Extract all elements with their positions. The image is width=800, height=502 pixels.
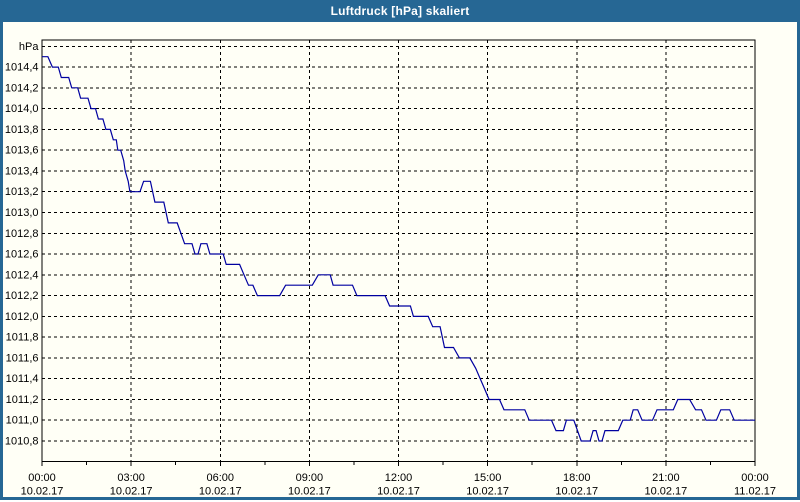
x-tick-date-label: 10.02.17 [466,486,509,498]
y-tick-label: 1014,4 [5,62,39,74]
window-titlebar: Luftdruck [hPa] skaliert [0,0,800,22]
y-axis-unit-label: hPa [19,41,39,53]
pressure-series-line [42,56,755,442]
y-tick-label: 1013,0 [5,207,39,219]
x-tick-date-label: 10.02.17 [288,486,331,498]
x-tick-time-label: 12:00 [385,472,413,484]
x-tick-date-label: 10.02.17 [110,486,153,498]
x-tick-time-label: 06:00 [206,472,234,484]
x-tick-time-label: 09:00 [296,472,324,484]
y-tick-label: 1013,8 [5,124,39,136]
y-tick-label: 1013,4 [5,165,39,177]
chart-area: 1014,4 1014,2 1014,0 1013,8 1013,6 1013,4 1013… [3,22,797,498]
x-tick-date-label: 10.02.17 [377,486,420,498]
y-tick-label: 1011,4 [6,373,39,385]
x-tick-time-label: 18:00 [563,472,591,484]
y-tick-label: 1012,2 [5,290,39,302]
x-tick-time-label: 00:00 [741,472,769,484]
x-tick-time-label: 21:00 [652,472,680,484]
x-tick-date-label: 10.02.17 [21,486,64,498]
y-tick-label: 1013,2 [5,186,39,198]
y-tick-label: 1012,6 [5,249,39,261]
x-tick-date-label: 10.02.17 [644,486,687,498]
x-tick-date-label: 10.02.17 [555,486,598,498]
y-tick-label: 1011,2 [6,394,39,406]
y-tick-label: 1012,4 [5,269,39,281]
y-tick-label: 1012,0 [5,311,39,323]
pressure-chart: 1014,4 1014,2 1014,0 1013,8 1013,6 1013,4 1013… [5,39,776,498]
y-tick-label: 1012,8 [5,228,39,240]
x-tick-date-label: 11.02.17 [734,486,776,498]
window-title: Luftdruck [hPa] skaliert [330,4,470,18]
y-tick-label: 1011,0 [6,415,39,427]
x-tick-time-label: 03:00 [117,472,145,484]
y-tick-label: 1013,6 [5,145,39,157]
x-tick-time-label: 15:00 [474,472,502,484]
y-tick-label: 1011,8 [6,332,39,344]
y-tick-label: 1014,0 [5,103,39,115]
y-tick-label: 1010,8 [5,436,39,448]
y-tick-label: 1014,2 [5,82,39,94]
x-tick-date-label: 10.02.17 [199,486,242,498]
y-tick-label: 1011,6 [6,352,39,364]
x-tick-time-label: 00:00 [28,472,56,484]
